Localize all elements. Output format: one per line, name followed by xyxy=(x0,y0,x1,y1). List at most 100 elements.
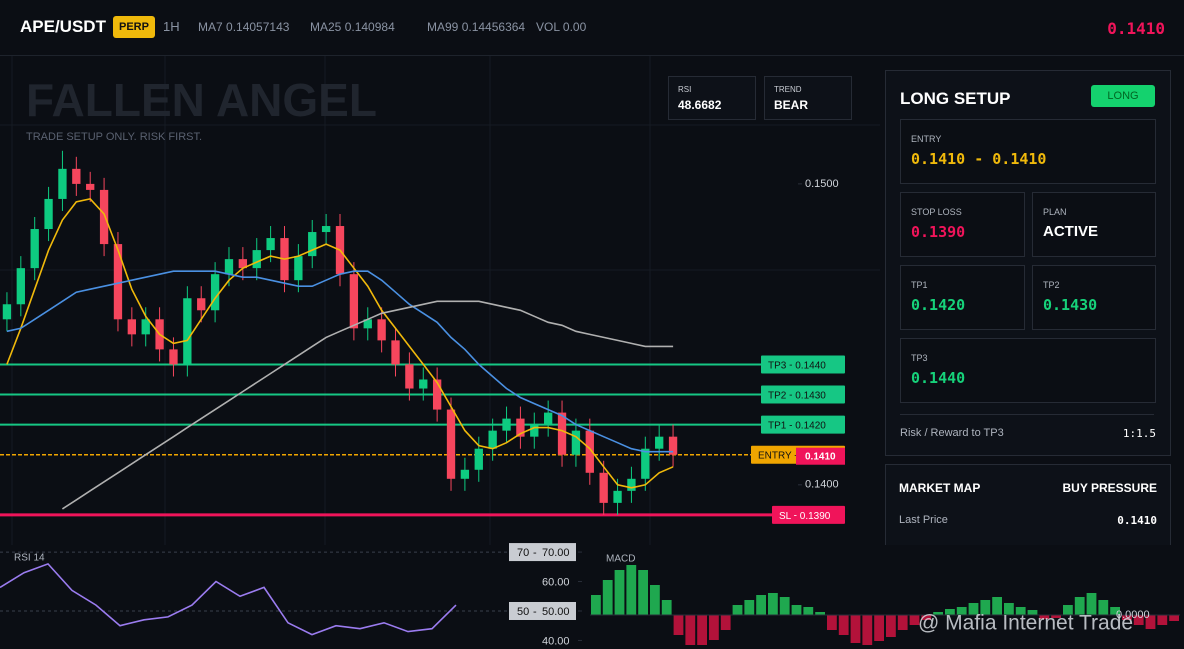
last-price: 0.1410 xyxy=(1107,19,1165,38)
candle-body xyxy=(613,490,622,503)
plan-box: PLAN ACTIVE xyxy=(1032,192,1156,257)
market-map-status: BUY PRESSURE xyxy=(1062,481,1157,495)
rsi-title: RSI 14 xyxy=(14,553,45,564)
macd-bar xyxy=(1063,605,1073,615)
macd-bar xyxy=(732,605,743,615)
rsi-tick-label: 50.00 xyxy=(542,606,570,618)
row-value: 0.1410 xyxy=(1117,514,1157,527)
macd-bar xyxy=(673,615,684,635)
macd-bar xyxy=(1122,615,1132,620)
macd-title: MACD xyxy=(606,554,635,565)
candle-body xyxy=(58,168,67,199)
macd-bar xyxy=(768,593,778,615)
box-label: STOP LOSS xyxy=(911,207,962,217)
indicator-value: 0.140984 xyxy=(344,20,395,34)
entry-box: ENTRY 0.1410 - 0.1410 xyxy=(900,119,1156,184)
divider xyxy=(900,414,1154,415)
macd-bar xyxy=(1051,615,1061,618)
macd-bar xyxy=(1169,615,1179,621)
candle-body xyxy=(183,298,192,365)
indicator: VOL 0.00 xyxy=(536,20,586,34)
macd-bar xyxy=(1110,607,1120,615)
rr-value: 1:1.5 xyxy=(1122,427,1156,440)
grid xyxy=(0,56,880,545)
macd-bar xyxy=(626,565,637,615)
interval[interactable]: 1H xyxy=(163,19,180,34)
rr-label: Risk / Reward to TP3 xyxy=(900,427,1004,439)
macd-bar xyxy=(815,612,825,615)
setup-badge: LONG xyxy=(1091,85,1155,107)
price-tag xyxy=(796,447,845,465)
box-value: 0.1420 xyxy=(911,296,966,314)
perp-badge: PERP xyxy=(113,16,155,38)
candle-body xyxy=(655,436,664,449)
indicator: MA7 0.14057143 xyxy=(198,20,289,34)
header: APE/USDT PERP 1H MA7 0.14057143 MA25 0.1… xyxy=(0,0,1184,56)
indicator-value: 0.00 xyxy=(562,20,587,34)
level-value: 0.1420 xyxy=(795,420,826,431)
level-name: SL xyxy=(779,511,792,522)
indicator-label: MA99 xyxy=(427,20,459,34)
candle-body xyxy=(446,409,456,479)
macd-bar xyxy=(650,585,660,615)
macd-bar xyxy=(779,597,790,615)
candle-body xyxy=(30,229,39,269)
macd-bar xyxy=(756,595,766,615)
candle-body xyxy=(113,244,123,320)
macd-bar xyxy=(709,615,719,640)
macd-bar xyxy=(956,607,967,615)
level-tag-text: TP3 - 0.1440 xyxy=(768,360,826,371)
level-tag-text: TP1 - 0.1420 xyxy=(768,420,826,431)
candle-body xyxy=(197,298,206,311)
macd-bar xyxy=(685,615,696,645)
symbol: APE/USDT xyxy=(20,17,106,36)
macd-bar xyxy=(838,615,849,635)
macd-bar xyxy=(1133,615,1144,625)
macd-bar xyxy=(638,570,648,615)
candle-body xyxy=(224,259,234,275)
rsi-tick-label: 60.00 xyxy=(542,576,570,588)
ma-line xyxy=(61,300,674,510)
candle-body xyxy=(544,412,553,425)
box-value: ACTIVE xyxy=(1043,223,1099,240)
candle-body xyxy=(86,183,95,190)
candle-body xyxy=(460,469,470,479)
ma-line xyxy=(6,198,674,489)
macd-bar xyxy=(661,600,672,615)
stat-box: TREND BEAR xyxy=(764,76,852,120)
price-tag-text: 0.1410 xyxy=(805,451,836,462)
candle-body xyxy=(571,430,581,455)
watermark: @ Mafia Internet Trade xyxy=(918,612,1133,635)
macd-bar xyxy=(1015,607,1026,615)
macd-bar xyxy=(945,609,955,615)
candle-body xyxy=(127,319,136,335)
level-value: 0.1430 xyxy=(795,390,826,401)
rsi-level-label: 50 xyxy=(517,606,529,618)
indicator-value: 0.14057143 xyxy=(226,20,290,34)
level-name: TP1 xyxy=(768,420,787,431)
candle-body xyxy=(210,274,220,311)
macd-bar xyxy=(897,615,908,630)
candle-body xyxy=(599,472,608,503)
macd-bar xyxy=(921,615,932,620)
rsi-tick-label: 40.00 xyxy=(542,635,570,647)
macd-bar xyxy=(980,600,991,615)
price-plot xyxy=(0,150,845,517)
macd-bar xyxy=(1086,593,1097,615)
candle-body xyxy=(72,168,81,184)
candle-body xyxy=(252,250,261,269)
macd-bar xyxy=(803,607,814,615)
macd-bar xyxy=(602,580,613,615)
stat-box: RSI 48.6682 xyxy=(668,76,756,120)
y-tick-label: 0.1400 xyxy=(805,479,839,491)
market-map-card: MARKET MAP BUY PRESSURE Last Price 0.141… xyxy=(885,464,1171,545)
row-label: Last Price xyxy=(899,514,948,526)
macd-bar xyxy=(1027,610,1038,615)
stat-value: BEAR xyxy=(774,98,809,112)
candle-body xyxy=(391,340,400,365)
box-value: 0.1410 - 0.1410 xyxy=(911,150,1047,168)
box-value: 0.1440 xyxy=(911,369,966,387)
tp-box: TP3 0.1440 xyxy=(900,338,1156,403)
